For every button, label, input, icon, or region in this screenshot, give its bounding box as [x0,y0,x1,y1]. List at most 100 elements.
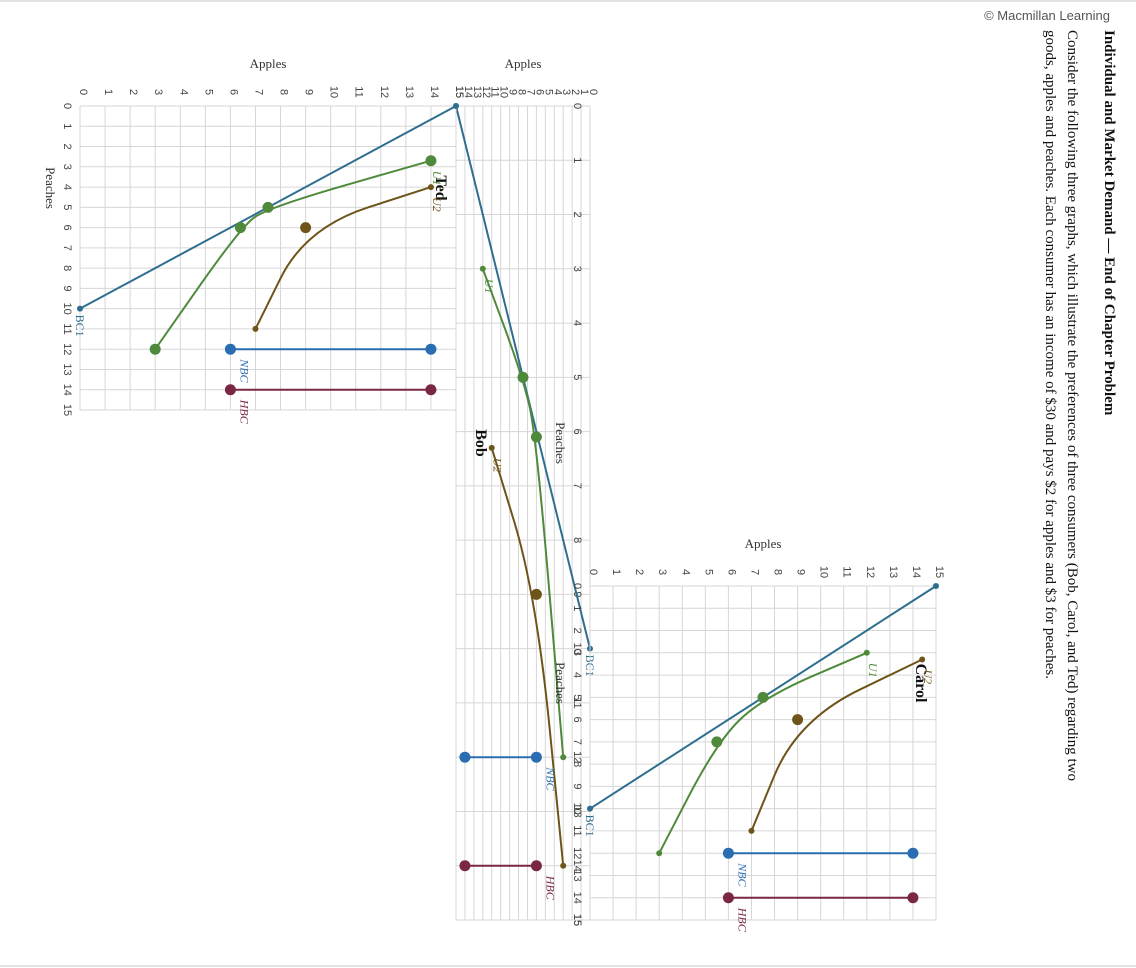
apples-tick-label: 13 [887,566,899,578]
budget-line-endpoint [587,805,593,812]
apples-tick-label: 3 [656,569,668,575]
peaches-tick-label: 1 [571,605,583,611]
apples-tick-label: 2 [127,89,139,95]
peaches-tick-label: 2 [571,627,583,633]
segment-label-hbc: HBC [735,907,749,933]
budget-line-label: BC1 [73,315,87,337]
curve-endpoint [252,325,259,332]
peaches-tick-label: 3 [61,164,73,170]
budget-line-endpoint [77,305,83,312]
peaches-tick-label: 13 [61,363,73,375]
apples-tick-label: 1 [578,89,590,95]
curve-marker [530,431,542,443]
peaches-tick-label: 13 [571,869,583,881]
peaches-tick-label: 5 [571,374,583,380]
apples-tick-label: 8 [772,569,784,575]
curve-label-u2: U2 [921,669,935,684]
curve-endpoint [560,754,567,761]
curve-marker [425,155,437,167]
peaches-tick-label: 6 [571,717,583,723]
peaches-tick-label: 11 [571,825,583,836]
peaches-axis-title: Peaches [553,422,568,464]
apples-tick-label: 13 [403,86,415,98]
peaches-tick-label: 10 [61,303,73,315]
apples-tick-label: 4 [551,89,563,95]
peaches-tick-label: 10 [571,803,583,815]
peaches-tick-label: 3 [571,650,583,656]
apples-tick-label: 12 [480,86,492,98]
peaches-tick-label: 9 [61,285,73,291]
apples-tick-label: 5 [542,89,554,95]
peaches-tick-label: 14 [571,860,583,872]
apples-tick-label: 14 [910,566,922,578]
peaches-tick-label: 7 [61,245,73,251]
peaches-tick-label: 4 [571,320,583,326]
peaches-tick-label: 0 [61,103,73,109]
curve-marker [517,371,529,383]
segment-label-nbc: NBC [237,358,251,383]
peaches-tick-label: 0 [571,103,583,109]
chart-title: Carol [912,664,929,703]
curve-marker [757,691,769,703]
curve-endpoint [863,649,870,656]
apples-tick-label: 15 [933,566,945,578]
apples-tick-label: 6 [725,569,737,575]
segment-endpoint [722,892,734,904]
peaches-tick-label: 2 [61,143,73,149]
peaches-tick-label: 7 [571,483,583,489]
apples-tick-label: 1 [610,569,622,575]
peaches-tick-label: 15 [61,404,73,416]
apples-tick-label: 10 [498,86,510,98]
peaches-tick-label: 5 [61,204,73,210]
peaches-tick-label: 15 [571,914,583,926]
peaches-tick-label: 12 [61,343,73,355]
apples-tick-label: 11 [841,566,853,577]
apples-tick-label: 10 [328,86,340,98]
apples-tick-label: 12 [864,566,876,578]
peaches-tick-label: 1 [61,123,73,129]
apples-axis-title: Apples [505,56,542,71]
curve-label-u1: U1 [866,663,880,678]
segment-label-nbc: NBC [543,766,557,791]
copyright-notice: © Macmillan Learning [984,8,1110,23]
apples-tick-label: 8 [278,89,290,95]
chart-panel-bob: 0123456789101112131415012345678910111213… [453,56,599,926]
segment-endpoint [224,384,236,396]
peaches-tick-label: 8 [571,761,583,767]
charts-group: 0123456789101112131415012345678910111213… [43,56,945,933]
apples-tick-label: 0 [587,569,599,575]
segment-endpoint [907,892,919,904]
curve-marker [234,222,246,234]
curve-label-u2: U2 [430,197,444,212]
segment-endpoint [425,343,437,355]
peaches-tick-label: 11 [571,697,583,708]
apples-tick-label: 15 [453,86,465,98]
peaches-tick-label: 4 [61,184,73,190]
apples-tick-label: 7 [748,569,760,575]
chart-title: Bob [472,429,489,457]
problem-title: Individual and Market Demand — End of Ch… [1101,30,1117,416]
curve-marker [149,343,161,355]
segment-endpoint [459,860,471,872]
curve-endpoint [488,444,495,451]
apples-tick-label: 4 [177,89,189,95]
curve-endpoint [427,184,434,191]
peaches-axis-title: Peaches [43,167,58,209]
segment-endpoint [530,751,542,763]
chart-title: Ted [432,175,449,200]
apples-tick-label: 0 [77,89,89,95]
curve-marker [300,222,312,234]
apples-tick-label: 6 [227,89,239,95]
curve-endpoint [748,827,755,834]
apples-tick-label: 11 [489,86,501,97]
curve-label-u2: U2 [491,458,505,473]
peaches-tick-label: 4 [571,672,583,678]
peaches-tick-label: 8 [571,537,583,543]
curve-endpoint [656,850,663,857]
apples-tick-label: 13 [471,86,483,98]
indifference-curve-u2 [490,447,565,866]
budget-line-label: BC1 [583,815,597,837]
